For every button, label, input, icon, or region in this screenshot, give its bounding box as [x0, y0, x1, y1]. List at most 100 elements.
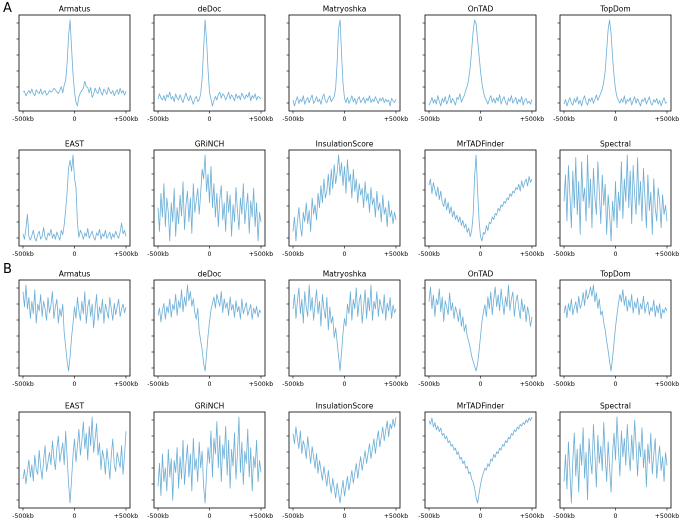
series-line: [22, 416, 127, 504]
subplot-a-matryoshka: Matryoshka -500kb 0 +500kb: [282, 5, 408, 124]
x-tick-label: +500kb: [655, 251, 680, 258]
plot-title: GRiNCH: [195, 140, 225, 149]
x-tick-label: 0: [208, 116, 212, 123]
plot-title: TopDom: [599, 270, 630, 279]
series-line: [428, 19, 533, 107]
series-line: [22, 19, 127, 107]
subplot-a-dedoc: deDoc -500kb 0 +500kb: [147, 5, 273, 124]
series-line: [292, 416, 397, 504]
subplot-b-insulationscore: InsulationScore -500kb 0 +500kb: [282, 402, 408, 521]
series-line: [428, 154, 533, 242]
plot-title: deDoc: [198, 5, 222, 14]
x-tick-label: +500kb: [520, 513, 545, 520]
x-tick-label: -500kb: [282, 116, 304, 123]
x-tick-label: +500kb: [384, 513, 409, 520]
plot-title: InsulationScore: [316, 402, 374, 411]
x-tick-label: 0: [614, 116, 618, 123]
subplot-b-topdom: TopDom -500kb 0 +500kb: [553, 270, 679, 389]
plot-title: MrTADFinder: [457, 402, 505, 411]
x-tick-label: +500kb: [114, 116, 139, 123]
x-tick-label: +500kb: [384, 251, 409, 258]
x-tick-label: +500kb: [114, 381, 139, 388]
x-tick-label: +500kb: [384, 116, 409, 123]
x-tick-label: 0: [343, 251, 347, 258]
x-tick-label: -500kb: [553, 251, 575, 258]
x-tick-label: 0: [73, 513, 77, 520]
x-tick-label: -500kb: [418, 513, 440, 520]
plot-frame: [18, 279, 131, 377]
plot-title: deDoc: [198, 270, 222, 279]
x-tick-label: +500kb: [520, 381, 545, 388]
subplot-a-topdom: TopDom -500kb 0 +500kb: [553, 5, 679, 124]
x-tick-label: 0: [479, 513, 483, 520]
plot-title: OnTAD: [468, 5, 494, 14]
x-tick-label: 0: [73, 251, 77, 258]
subplot-a-armatus: Armatus -500kb 0 +500kb: [12, 5, 138, 124]
subplot-a-grinch: GRiNCH -500kb 0 +500kb: [147, 140, 273, 259]
series-line: [157, 19, 262, 107]
series-line: [22, 284, 127, 372]
x-tick-label: -500kb: [147, 381, 169, 388]
series-line: [157, 416, 262, 504]
plot-title: TopDom: [599, 5, 630, 14]
x-tick-label: -500kb: [12, 116, 34, 123]
x-tick-label: -500kb: [12, 381, 34, 388]
x-tick-label: -500kb: [282, 381, 304, 388]
plot-title: MrTADFinder: [457, 140, 505, 149]
plot-frame: [424, 14, 537, 112]
x-tick-label: 0: [614, 513, 618, 520]
plot-title: EAST: [65, 402, 85, 411]
subplot-b-armatus: Armatus -500kb 0 +500kb: [12, 270, 138, 389]
x-tick-label: +500kb: [114, 251, 139, 258]
plot-frame: [153, 279, 266, 377]
series-line: [563, 154, 668, 242]
x-tick-label: 0: [208, 513, 212, 520]
x-tick-label: +500kb: [520, 116, 545, 123]
series-line: [563, 284, 668, 372]
x-tick-label: 0: [208, 381, 212, 388]
plot-title: Matryoshka: [323, 270, 367, 279]
plot-title: EAST: [65, 140, 85, 149]
series-line: [22, 154, 127, 242]
x-tick-label: +500kb: [249, 251, 274, 258]
subplot-a-ontad: OnTAD -500kb 0 +500kb: [418, 5, 544, 124]
series-line: [563, 416, 668, 504]
x-tick-label: 0: [73, 116, 77, 123]
plot-frame: [424, 279, 537, 377]
subplot-a-east: EAST -500kb 0 +500kb: [12, 140, 138, 259]
x-tick-label: +500kb: [114, 513, 139, 520]
plot-title: Spectral: [600, 140, 631, 149]
subplot-a-spectral: Spectral -500kb 0 +500kb: [553, 140, 679, 259]
x-tick-label: 0: [208, 251, 212, 258]
x-tick-label: -500kb: [12, 513, 34, 520]
subplot-b-ontad: OnTAD -500kb 0 +500kb: [418, 270, 544, 389]
x-tick-label: -500kb: [553, 116, 575, 123]
subplot-a-mrtadfinder: MrTADFinder -500kb 0 +500kb: [418, 140, 544, 259]
x-tick-label: -500kb: [418, 116, 440, 123]
plot-title: OnTAD: [468, 270, 494, 279]
subplot-b-spectral: Spectral -500kb 0 +500kb: [553, 402, 679, 521]
x-tick-label: 0: [614, 381, 618, 388]
subplot-b-matryoshka: Matryoshka -500kb 0 +500kb: [282, 270, 408, 389]
plot-frame: [288, 279, 401, 377]
x-tick-label: -500kb: [147, 116, 169, 123]
plot-title: Matryoshka: [323, 5, 367, 14]
x-tick-label: 0: [479, 381, 483, 388]
x-tick-label: -500kb: [12, 251, 34, 258]
x-tick-label: +500kb: [384, 381, 409, 388]
series-line: [292, 284, 397, 372]
x-tick-label: 0: [479, 251, 483, 258]
series-line: [428, 416, 533, 504]
plot-title: Spectral: [600, 402, 631, 411]
plot-title: GRiNCH: [195, 402, 225, 411]
series-line: [292, 19, 397, 107]
plot-title: Armatus: [59, 5, 91, 14]
subplot-b-grinch: GRiNCH -500kb 0 +500kb: [147, 402, 273, 521]
subplot-b-east: EAST -500kb 0 +500kb: [12, 402, 138, 521]
series-line: [428, 284, 533, 372]
x-tick-label: 0: [479, 116, 483, 123]
x-tick-label: +500kb: [249, 116, 274, 123]
x-tick-label: -500kb: [282, 251, 304, 258]
